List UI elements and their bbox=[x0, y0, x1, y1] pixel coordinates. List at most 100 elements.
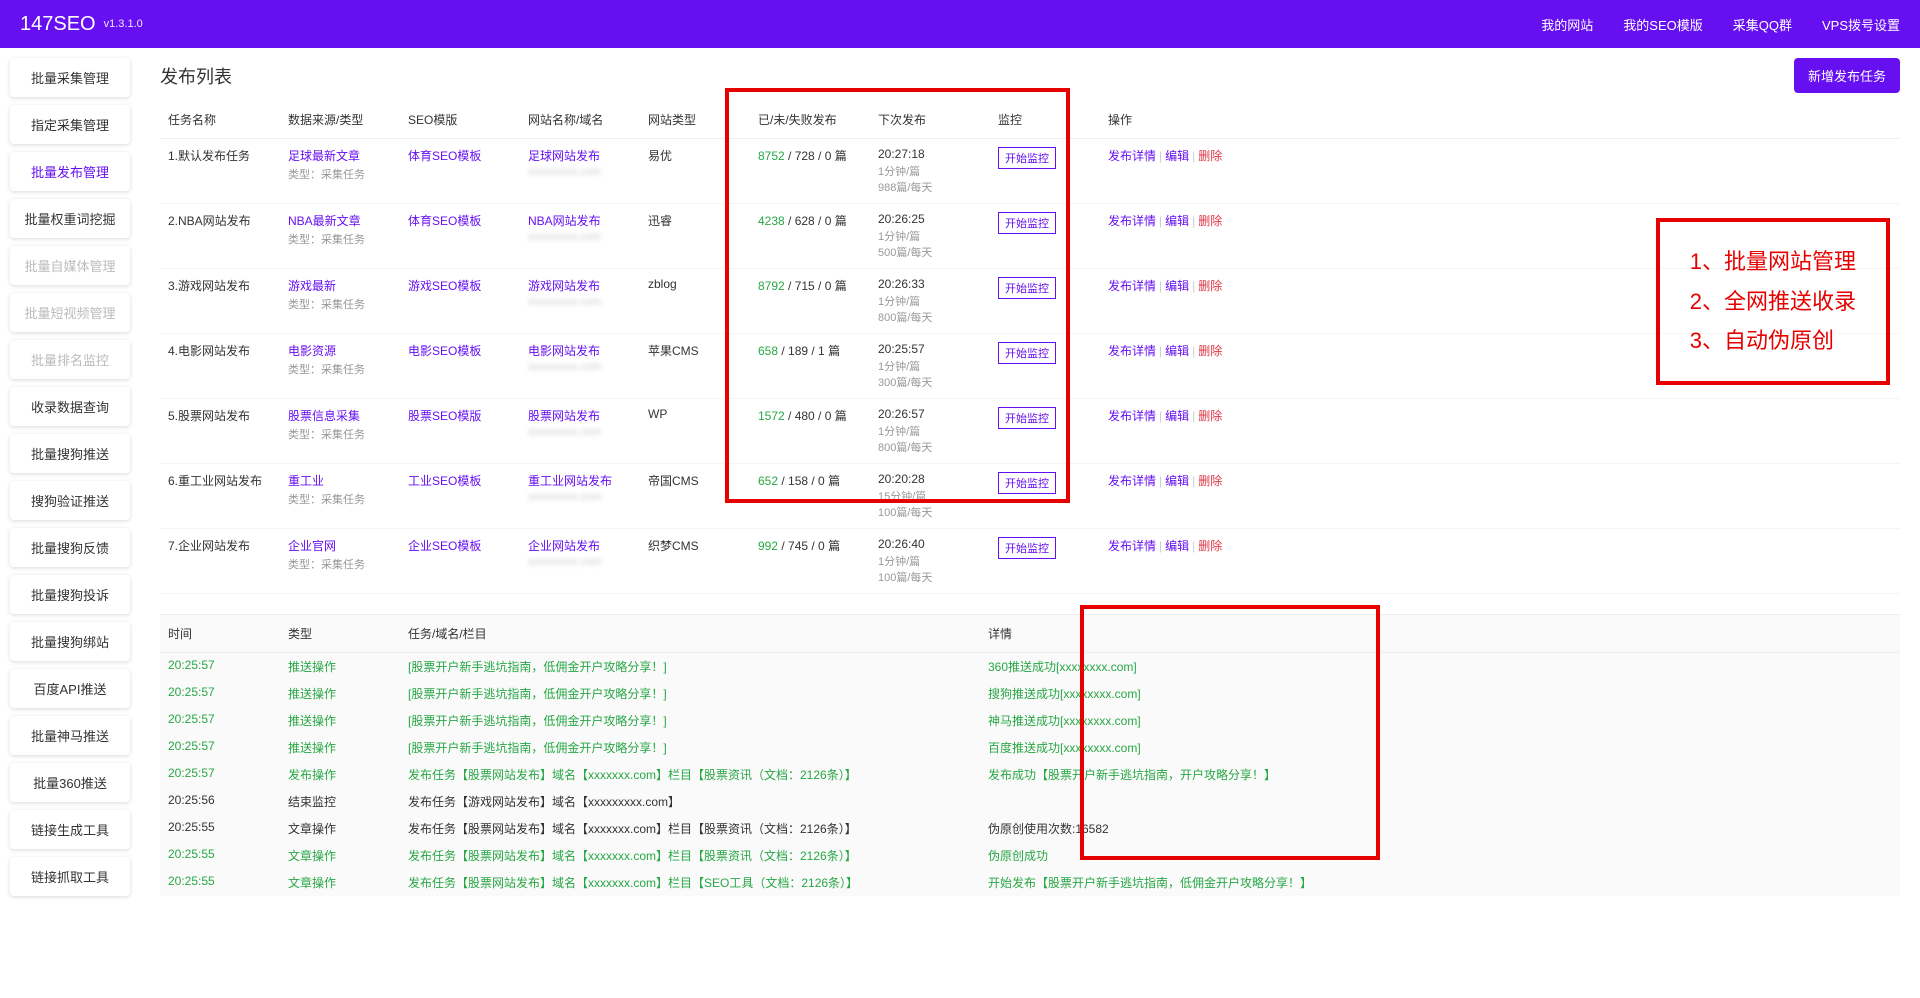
detail-link[interactable]: 发布详情 bbox=[1108, 344, 1156, 358]
site-link[interactable]: NBA网站发布 bbox=[528, 214, 601, 228]
sidebar-item[interactable]: 批量神马推送 bbox=[10, 716, 130, 755]
template-link[interactable]: 电影SEO模板 bbox=[408, 344, 481, 358]
cell-next: 20:27:181分钟/篇 988篇/每天 bbox=[870, 139, 990, 204]
cell-counts: 8752 / 728 / 0 篇 bbox=[750, 139, 870, 204]
detail-link[interactable]: 发布详情 bbox=[1108, 539, 1156, 553]
detail-link[interactable]: 发布详情 bbox=[1108, 409, 1156, 423]
delete-link[interactable]: 删除 bbox=[1198, 539, 1222, 553]
delete-link[interactable]: 删除 bbox=[1198, 279, 1222, 293]
sidebar-item[interactable]: 批量短视频管理 bbox=[10, 293, 130, 332]
cell-type: 迅睿 bbox=[640, 204, 750, 269]
delete-link[interactable]: 删除 bbox=[1198, 149, 1222, 163]
col-monitor: 监控 bbox=[990, 101, 1100, 139]
log-type: 推送操作 bbox=[280, 680, 400, 707]
monitor-button[interactable]: 开始监控 bbox=[998, 537, 1056, 559]
cell-next: 20:26:401分钟/篇 100篇/每天 bbox=[870, 529, 990, 594]
cell-type: 易优 bbox=[640, 139, 750, 204]
edit-link[interactable]: 编辑 bbox=[1165, 279, 1189, 293]
log-row: 20:25:57推送操作[股票开户新手逃坑指南，低佣金开户攻略分享！]搜狗推送成… bbox=[160, 680, 1900, 707]
cell-name: 1.默认发布任务 bbox=[160, 139, 280, 204]
site-link[interactable]: 电影网站发布 bbox=[528, 344, 600, 358]
nav-link[interactable]: VPS拨号设置 bbox=[1822, 15, 1900, 34]
site-link[interactable]: 游戏网站发布 bbox=[528, 279, 600, 293]
site-link[interactable]: 企业网站发布 bbox=[528, 539, 600, 553]
sidebar: 批量采集管理指定采集管理批量发布管理批量权重词挖掘批量自媒体管理批量短视频管理批… bbox=[0, 48, 140, 916]
sidebar-item[interactable]: 百度API推送 bbox=[10, 669, 130, 708]
edit-link[interactable]: 编辑 bbox=[1165, 214, 1189, 228]
nav-link[interactable]: 我的网站 bbox=[1541, 15, 1593, 34]
sidebar-item[interactable]: 批量排名监控 bbox=[10, 340, 130, 379]
source-link[interactable]: 游戏最新 bbox=[288, 279, 336, 293]
template-link[interactable]: 体育SEO模板 bbox=[408, 149, 481, 163]
edit-link[interactable]: 编辑 bbox=[1165, 474, 1189, 488]
cell-name: 7.企业网站发布 bbox=[160, 529, 280, 594]
log-detail: 开始发布【股票开户新手逃坑指南，低佣金开户攻略分享！】 bbox=[980, 869, 1900, 896]
cell-monitor: 开始监控 bbox=[990, 399, 1100, 464]
sidebar-item[interactable]: 链接抓取工具 bbox=[10, 857, 130, 896]
template-link[interactable]: 游戏SEO模板 bbox=[408, 279, 481, 293]
source-link[interactable]: NBA最新文章 bbox=[288, 214, 361, 228]
col-task: 任务名称 bbox=[160, 101, 280, 139]
source-link[interactable]: 重工业 bbox=[288, 474, 324, 488]
source-link[interactable]: 股票信息采集 bbox=[288, 409, 360, 423]
monitor-button[interactable]: 开始监控 bbox=[998, 147, 1056, 169]
detail-link[interactable]: 发布详情 bbox=[1108, 214, 1156, 228]
cell-counts: 992 / 745 / 0 篇 bbox=[750, 529, 870, 594]
log-type: 结束监控 bbox=[280, 788, 400, 815]
template-link[interactable]: 股票SEO模版 bbox=[408, 409, 481, 423]
monitor-button[interactable]: 开始监控 bbox=[998, 212, 1056, 234]
source-link[interactable]: 企业官网 bbox=[288, 539, 336, 553]
detail-link[interactable]: 发布详情 bbox=[1108, 149, 1156, 163]
sidebar-item[interactable]: 批量搜狗推送 bbox=[10, 434, 130, 473]
edit-link[interactable]: 编辑 bbox=[1165, 409, 1189, 423]
site-link[interactable]: 股票网站发布 bbox=[528, 409, 600, 423]
monitor-button[interactable]: 开始监控 bbox=[998, 407, 1056, 429]
sidebar-item[interactable]: 链接生成工具 bbox=[10, 810, 130, 849]
header: 147SEO v1.3.1.0 我的网站 我的SEO模版 采集QQ群 VPS拨号… bbox=[0, 0, 1920, 48]
log-time: 20:25:55 bbox=[160, 842, 280, 869]
monitor-button[interactable]: 开始监控 bbox=[998, 472, 1056, 494]
log-row: 20:25:55文章操作发布任务【股票网站发布】域名【xxxxxxx.com】栏… bbox=[160, 869, 1900, 896]
sidebar-item[interactable]: 批量搜狗反馈 bbox=[10, 528, 130, 567]
detail-link[interactable]: 发布详情 bbox=[1108, 474, 1156, 488]
source-link[interactable]: 电影资源 bbox=[288, 344, 336, 358]
template-link[interactable]: 企业SEO模板 bbox=[408, 539, 481, 553]
detail-link[interactable]: 发布详情 bbox=[1108, 279, 1156, 293]
site-link[interactable]: 重工业网站发布 bbox=[528, 474, 612, 488]
template-link[interactable]: 体育SEO模板 bbox=[408, 214, 481, 228]
sidebar-item[interactable]: 批量发布管理 bbox=[10, 152, 130, 191]
table-row: 2.NBA网站发布NBA最新文章类型：采集任务体育SEO模板NBA网站发布xxx… bbox=[160, 204, 1900, 269]
page-title: 发布列表 bbox=[160, 63, 232, 89]
site-link[interactable]: 足球网站发布 bbox=[528, 149, 600, 163]
add-task-button[interactable]: 新增发布任务 bbox=[1794, 58, 1900, 93]
edit-link[interactable]: 编辑 bbox=[1165, 344, 1189, 358]
monitor-button[interactable]: 开始监控 bbox=[998, 342, 1056, 364]
sidebar-item[interactable]: 批量权重词挖掘 bbox=[10, 199, 130, 238]
edit-link[interactable]: 编辑 bbox=[1165, 149, 1189, 163]
delete-link[interactable]: 删除 bbox=[1198, 344, 1222, 358]
log-section: 时间 类型 任务/域名/栏目 详情 20:25:57推送操作[股票开户新手逃坑指… bbox=[160, 614, 1900, 896]
nav-link[interactable]: 我的SEO模版 bbox=[1623, 15, 1702, 34]
edit-link[interactable]: 编辑 bbox=[1165, 539, 1189, 553]
sidebar-item[interactable]: 批量360推送 bbox=[10, 763, 130, 802]
delete-link[interactable]: 删除 bbox=[1198, 474, 1222, 488]
template-link[interactable]: 工业SEO模板 bbox=[408, 474, 481, 488]
monitor-button[interactable]: 开始监控 bbox=[998, 277, 1056, 299]
log-row: 20:25:57推送操作[股票开户新手逃坑指南，低佣金开户攻略分享！]360推送… bbox=[160, 653, 1900, 681]
sidebar-item[interactable]: 批量搜狗投诉 bbox=[10, 575, 130, 614]
main-content: 发布列表 新增发布任务 任务名称 数据来源/类型 SEO模版 网站名称/域名 网… bbox=[140, 48, 1920, 916]
delete-link[interactable]: 删除 bbox=[1198, 214, 1222, 228]
nav-link[interactable]: 采集QQ群 bbox=[1733, 15, 1792, 34]
sidebar-item[interactable]: 批量自媒体管理 bbox=[10, 246, 130, 285]
sidebar-item[interactable]: 搜狗验证推送 bbox=[10, 481, 130, 520]
sidebar-item[interactable]: 收录数据查询 bbox=[10, 387, 130, 426]
sidebar-item[interactable]: 指定采集管理 bbox=[10, 105, 130, 144]
source-link[interactable]: 足球最新文章 bbox=[288, 149, 360, 163]
cell-counts: 8792 / 715 / 0 篇 bbox=[750, 269, 870, 334]
sidebar-item[interactable]: 批量采集管理 bbox=[10, 58, 130, 97]
sidebar-item[interactable]: 批量搜狗绑站 bbox=[10, 622, 130, 661]
log-task: [股票开户新手逃坑指南，低佣金开户攻略分享！] bbox=[400, 734, 980, 761]
log-time: 20:25:57 bbox=[160, 653, 280, 681]
log-detail: 发布成功【股票开户新手逃坑指南，开户攻略分享！】 bbox=[980, 761, 1900, 788]
delete-link[interactable]: 删除 bbox=[1198, 409, 1222, 423]
